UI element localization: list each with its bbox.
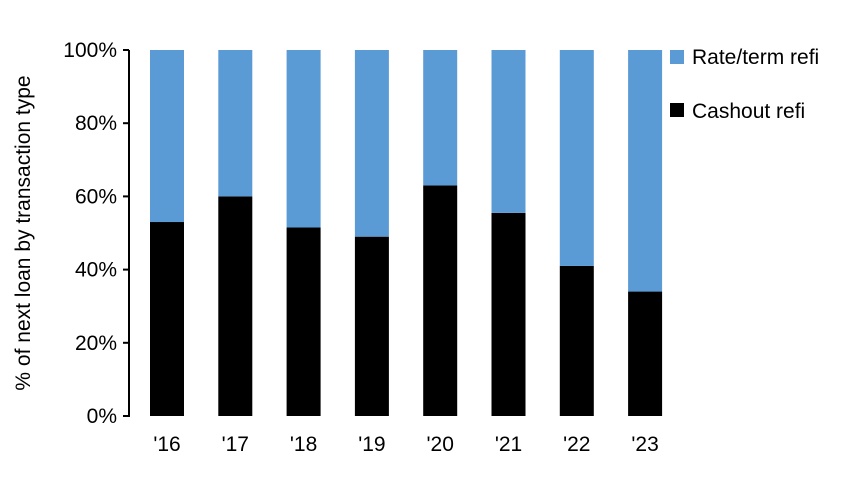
x-tick-label: '21	[495, 433, 522, 456]
y-tick-label: 60%	[75, 185, 117, 208]
bar-rate-term-1	[218, 50, 253, 197]
bar-rate-term-4	[423, 50, 458, 186]
bar-rate-term-3	[354, 50, 389, 237]
y-tick-label: 40%	[75, 259, 117, 282]
bar-cashout-0	[150, 222, 184, 416]
legend-label-cashout: Cashout refi	[692, 100, 805, 123]
x-tick-label: '20	[427, 433, 454, 456]
y-tick-label: 20%	[75, 332, 117, 355]
bar-rate-term-5	[491, 50, 526, 213]
legend: Rate/term refi Cashout refi	[670, 46, 819, 123]
legend-swatch-cashout	[670, 103, 684, 117]
x-tick-label: '18	[290, 433, 317, 456]
x-tick-label: '23	[631, 433, 658, 456]
y-axis-label: % of next loan by transaction type	[12, 75, 35, 390]
bar-cashout-4	[423, 185, 458, 416]
bar-cashout-7	[628, 291, 663, 416]
bar-cashout-5	[491, 212, 526, 416]
bar-cashout-1	[218, 196, 253, 416]
x-tick-label: '19	[358, 433, 385, 456]
bar-rate-term-7	[628, 50, 663, 292]
legend-label-rate-term: Rate/term refi	[692, 46, 819, 69]
bar-rate-term-2	[286, 50, 321, 228]
bar-cashout-6	[559, 265, 594, 416]
x-tick-label: '16	[153, 433, 180, 456]
y-tick-label: 0%	[87, 405, 117, 428]
legend-swatch-rate-term	[670, 50, 684, 64]
x-tick-label: '22	[563, 433, 590, 456]
bar-cashout-3	[354, 236, 389, 416]
y-tick-label: 80%	[75, 112, 117, 135]
bar-rate-term-6	[559, 50, 594, 266]
bar-cashout-2	[286, 227, 321, 416]
x-tick-label: '17	[222, 433, 249, 456]
y-tick-label: 100%	[63, 39, 117, 62]
bar-rate-term-0	[150, 50, 184, 223]
